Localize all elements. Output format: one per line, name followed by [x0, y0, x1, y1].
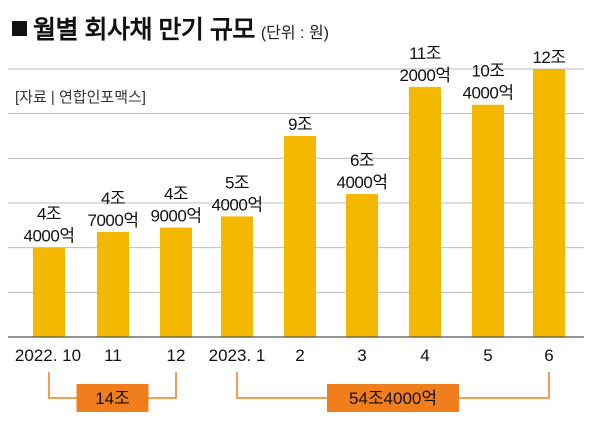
bar [33, 247, 65, 337]
data-label: 2000억 [400, 66, 451, 85]
x-tick-label: 3 [357, 346, 366, 365]
data-label: 4조 [164, 185, 188, 204]
bracket-label: 14조 [95, 389, 130, 408]
bracket-label: 54조4000억 [349, 389, 437, 408]
data-label: 10조 [471, 62, 504, 81]
bar [284, 136, 316, 337]
bar [533, 69, 565, 337]
data-label: 7000억 [88, 211, 139, 230]
source-label: [자료 | 연합인포맥스] [15, 89, 146, 106]
x-tick-label: 12 [167, 346, 186, 365]
x-tick-label: 5 [483, 346, 492, 365]
data-label: 9000억 [151, 207, 202, 226]
bar [221, 216, 253, 337]
title-square-icon [12, 21, 27, 36]
bracket-label-box [76, 384, 149, 412]
data-label: 11조 [409, 44, 441, 63]
data-label: 4조 [101, 189, 125, 208]
bracket-label-box [327, 384, 459, 412]
data-label: 4000억 [212, 195, 263, 214]
data-label: 4000억 [337, 173, 388, 192]
data-label: 4000억 [24, 227, 75, 246]
x-tick-label: 2023. 1 [209, 346, 266, 365]
data-label: 5조 [225, 173, 249, 192]
bar [160, 227, 192, 337]
title-text: 월별 회사채 만기 규모 [33, 16, 255, 44]
chart-title: 월별 회사채 만기 규모 (단위 : 원) [12, 10, 329, 46]
data-label: 4000억 [463, 84, 514, 103]
x-tick-label: 2 [295, 346, 304, 365]
x-tick-label: 2022. 10 [15, 346, 81, 365]
x-tick-label: 4 [420, 346, 429, 365]
data-label: 4조 [37, 205, 61, 224]
bar [346, 194, 378, 337]
unit-label: (단위 : 원) [260, 25, 329, 42]
bar [472, 104, 504, 337]
data-label: 9조 [288, 115, 312, 134]
x-tick-label: 11 [104, 346, 122, 365]
x-tick-label: 6 [544, 346, 553, 365]
bar [97, 232, 129, 337]
data-label: 6조 [350, 151, 374, 170]
bar [409, 86, 441, 337]
data-label: 12조 [532, 48, 565, 67]
